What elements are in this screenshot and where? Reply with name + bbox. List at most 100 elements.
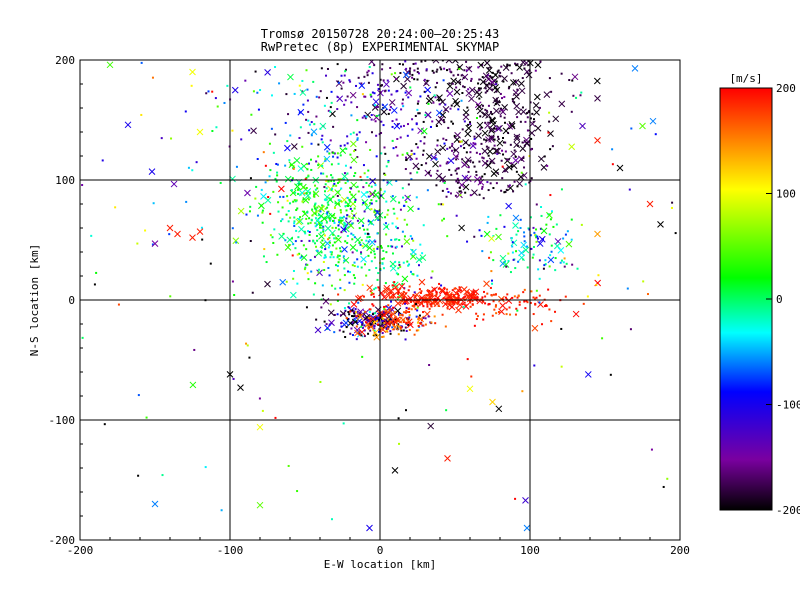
data-point <box>412 293 415 296</box>
data-point <box>387 112 390 115</box>
data-point <box>515 233 518 236</box>
data-point-x <box>317 212 325 220</box>
data-point-x <box>639 122 646 130</box>
data-point <box>529 301 532 304</box>
data-point <box>507 259 510 262</box>
data-point <box>383 318 386 321</box>
data-point <box>392 207 395 210</box>
data-point <box>249 240 252 243</box>
data-point <box>364 117 367 120</box>
data-point <box>344 70 347 73</box>
data-point <box>350 232 353 235</box>
data-point <box>427 102 430 105</box>
data-point <box>362 201 365 204</box>
data-point <box>374 184 377 187</box>
data-point <box>339 144 342 147</box>
data-point-x <box>499 254 507 262</box>
data-point <box>501 177 504 180</box>
data-point <box>654 133 657 136</box>
data-point <box>411 73 414 76</box>
data-point <box>277 201 280 204</box>
data-point-x <box>418 278 426 286</box>
data-point <box>333 206 336 209</box>
data-point <box>563 265 566 268</box>
data-point-x <box>391 323 399 331</box>
data-point <box>407 289 410 292</box>
data-point <box>431 120 434 123</box>
data-point <box>367 254 370 257</box>
data-point <box>351 315 354 318</box>
data-point <box>289 164 292 167</box>
data-point <box>521 106 524 109</box>
data-point <box>315 234 318 237</box>
data-point <box>416 71 419 74</box>
data-point <box>302 103 305 106</box>
data-point <box>442 297 445 300</box>
data-point-x <box>505 297 513 305</box>
data-point-x <box>404 194 412 202</box>
data-point <box>344 201 347 204</box>
data-point-x <box>323 155 331 163</box>
data-point <box>513 149 516 152</box>
data-point <box>329 303 332 306</box>
data-point <box>333 237 336 240</box>
data-point <box>423 136 426 139</box>
data-point <box>445 299 448 302</box>
data-point <box>377 218 380 221</box>
data-point-x <box>250 127 257 135</box>
data-point <box>455 214 458 217</box>
data-point <box>511 296 514 299</box>
data-point <box>374 104 377 107</box>
data-point <box>459 190 462 193</box>
data-point-x <box>335 236 342 243</box>
data-point <box>294 247 297 250</box>
data-point-x <box>328 212 336 220</box>
data-point <box>410 149 413 152</box>
data-point-x <box>355 295 362 303</box>
data-point <box>324 183 327 186</box>
data-point <box>444 297 447 300</box>
data-point-x <box>534 61 542 69</box>
data-point <box>342 81 345 84</box>
data-point <box>416 171 419 174</box>
data-point <box>349 133 352 136</box>
x-tick-label: 200 <box>670 544 690 557</box>
data-point <box>363 172 366 175</box>
data-point <box>263 248 266 251</box>
data-point <box>338 329 341 332</box>
data-point <box>390 238 393 241</box>
data-point <box>468 144 471 147</box>
data-point <box>452 294 455 297</box>
data-point <box>332 256 335 259</box>
data-point <box>322 225 325 228</box>
data-point <box>365 115 368 118</box>
data-point <box>505 265 508 268</box>
data-point <box>408 70 411 73</box>
data-point <box>498 74 501 77</box>
data-point <box>363 228 366 231</box>
data-point <box>477 66 480 69</box>
data-point-x <box>166 224 174 232</box>
data-point <box>337 254 340 257</box>
data-point <box>306 210 309 213</box>
data-point <box>379 78 382 81</box>
data-point <box>487 104 490 107</box>
data-point <box>462 305 465 308</box>
data-point-x <box>482 72 490 80</box>
data-point <box>519 218 522 221</box>
data-point <box>365 239 368 242</box>
data-point <box>510 162 513 165</box>
data-point-x <box>380 108 388 116</box>
data-point <box>324 158 327 161</box>
data-point <box>137 394 140 397</box>
data-point <box>250 113 253 116</box>
data-point-x <box>435 172 443 180</box>
data-point <box>394 318 397 321</box>
data-point <box>356 119 359 122</box>
data-point <box>357 315 360 318</box>
data-point <box>401 153 404 156</box>
data-point <box>330 180 333 183</box>
data-point <box>484 91 487 94</box>
data-point-x <box>438 286 446 294</box>
